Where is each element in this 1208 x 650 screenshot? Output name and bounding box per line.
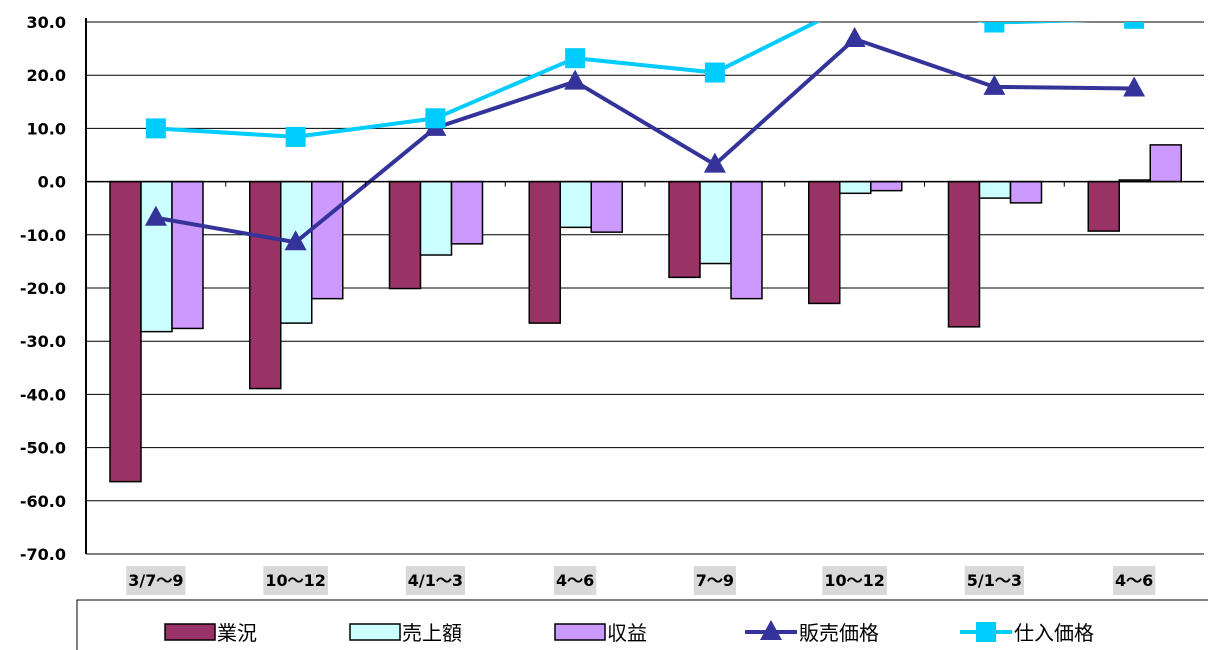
x-tick-label: 4～6 [1115,571,1153,590]
bar [559,180,592,229]
point-marker [144,205,167,226]
y-tick-label: -50.0 [20,439,66,458]
x-tick-label: 4/1～3 [408,571,463,590]
bars [109,144,1182,483]
x-tick-label-bg [1112,566,1156,595]
point-marker [145,118,166,139]
y-tick-label: 20.0 [27,66,66,85]
x-tick-label: 5/1～3 [967,571,1022,590]
x-tick-label-bg [263,566,328,595]
bar [249,180,282,390]
point-marker [1123,76,1146,97]
x-tick-label-bg [693,566,737,595]
bar [668,180,701,279]
x-tick-label-bg [405,566,465,595]
x-tick-label: 10～12 [824,571,885,590]
legend-label: 収益 [607,621,647,645]
x-tick-label: 10～12 [265,571,326,590]
legend-swatch [164,623,216,641]
point-marker [983,74,1006,95]
y-tick-label: -40.0 [20,385,66,404]
bar [730,180,763,300]
y-tick-label: 30.0 [27,13,66,32]
y-tick-label: -70.0 [20,545,66,564]
y-tick-label: 10.0 [27,119,66,138]
legend: 業況 売上額 収益 販売価格 仕入価格 [76,599,1208,650]
legend-label: 仕入価格 [1014,621,1094,645]
x-tick-label: 7～9 [696,571,734,590]
bar [528,180,561,324]
legend-swatch [554,623,606,641]
point-marker [845,0,865,13]
series-line-group [144,27,1146,251]
point-marker [564,69,587,90]
series-line [155,36,1135,245]
point-marker [425,108,446,129]
x-tick-label: 4～6 [556,571,594,590]
y-tick-label: -10.0 [20,226,66,245]
x-tick-label: 3/7～9 [128,571,183,590]
y-tick-label: 0.0 [38,173,66,192]
legend-frame [76,599,1208,650]
axes: 30.0 20.0 10.0 0.0 -10.0 -20.0 -30.0 -40.0 -50.0… [20,13,1204,595]
legend-label: 売上額 [402,621,462,645]
y-tick-label: -20.0 [20,279,66,298]
bar [450,180,484,245]
y-tick-label: -30.0 [20,332,66,351]
point-marker [704,62,725,83]
lines [144,0,1146,251]
series-line-group [145,0,1145,147]
bar [699,180,732,265]
bar [839,180,872,195]
bar [590,180,623,233]
x-tick-label-bg [553,566,597,595]
bar [171,180,204,330]
point-marker [565,48,586,69]
point-marker [284,230,307,251]
bar [870,180,903,192]
point-marker [1124,22,1145,29]
bar [1087,180,1120,232]
bar [1149,144,1182,183]
point-marker [843,27,866,48]
bar [808,180,841,305]
bar [388,180,422,290]
bar [1009,180,1043,204]
x-tick-label-bg [822,566,887,595]
series-line [155,22,1090,139]
bar [109,180,142,483]
bar [419,180,453,256]
x-tick-label-bg [964,566,1024,595]
x-tick-label-bg [126,566,186,595]
legend-label: 業況 [217,621,257,645]
bar [280,180,313,324]
legend-label: 販売価格 [799,621,879,645]
legend-swatch [349,623,401,641]
point-marker [285,126,306,147]
bar [140,180,173,333]
bar [947,180,981,328]
bar [311,180,344,300]
y-tick-label: -60.0 [20,492,66,511]
legend-marker [760,620,782,640]
bar [978,180,1012,199]
point-marker [703,152,726,173]
point-marker [984,22,1005,33]
legend-marker [976,622,996,642]
